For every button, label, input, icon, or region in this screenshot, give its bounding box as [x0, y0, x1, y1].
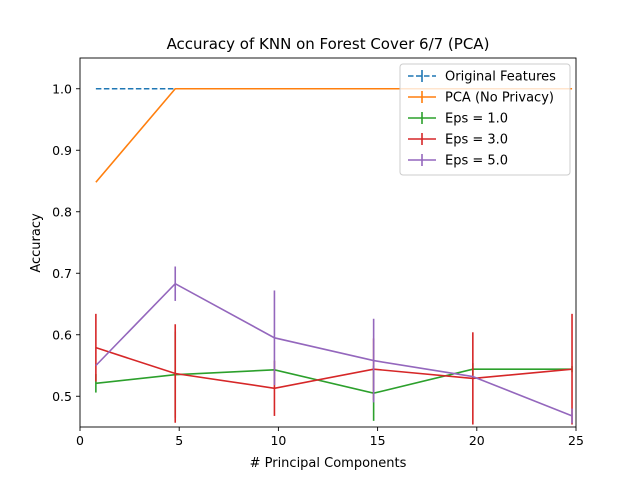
series-line — [95, 282, 573, 417]
legend-label: PCA (No Privacy) — [445, 91, 554, 106]
x-tick-label: 10 — [270, 433, 286, 448]
y-tick-label: 0.9 — [52, 143, 72, 158]
series-line — [95, 346, 573, 390]
y-tick-label: 0.8 — [52, 204, 72, 219]
x-tick-label: 0 — [76, 433, 84, 448]
x-tick-label: 20 — [469, 433, 485, 448]
chart-title: Accuracy of KNN on Forest Cover 6/7 (PCA… — [167, 35, 490, 53]
x-tick-label: 15 — [370, 433, 386, 448]
legend-item: Eps = 1.0 — [408, 112, 508, 127]
series-eps-5-0 — [95, 266, 573, 424]
legend-item: Original Features — [408, 70, 556, 85]
series-line — [95, 368, 573, 394]
legend-item: Eps = 5.0 — [408, 154, 508, 169]
x-tick-label: 5 — [175, 433, 183, 448]
x-tick-label: 25 — [568, 433, 584, 448]
y-tick-label: 0.6 — [52, 327, 72, 342]
y-tick-label: 1.0 — [52, 81, 72, 96]
legend-label: Eps = 5.0 — [445, 154, 508, 169]
legend: Original Features PCA (No Privacy) Eps = 1… — [399, 63, 571, 176]
y-axis: 0.5 0.6 0.7 0.8 0.9 1.0 — [52, 81, 80, 404]
legend-item: Eps = 3.0 — [408, 133, 508, 148]
legend-box — [399, 63, 571, 176]
x-axis-label: # Principal Components — [250, 456, 407, 471]
plot-frame — [79, 57, 577, 428]
legend-label: Original Features — [445, 70, 556, 85]
legend-item: PCA (No Privacy) — [408, 91, 554, 106]
legend-label: Eps = 1.0 — [445, 112, 508, 127]
x-axis: 0 5 10 15 20 25 — [76, 427, 584, 448]
y-tick-label: 0.7 — [52, 266, 72, 281]
y-tick-label: 0.5 — [52, 389, 72, 404]
series-layer — [95, 87, 573, 425]
legend-label: Eps = 3.0 — [445, 133, 508, 148]
y-axis-label: Accuracy — [29, 213, 44, 273]
